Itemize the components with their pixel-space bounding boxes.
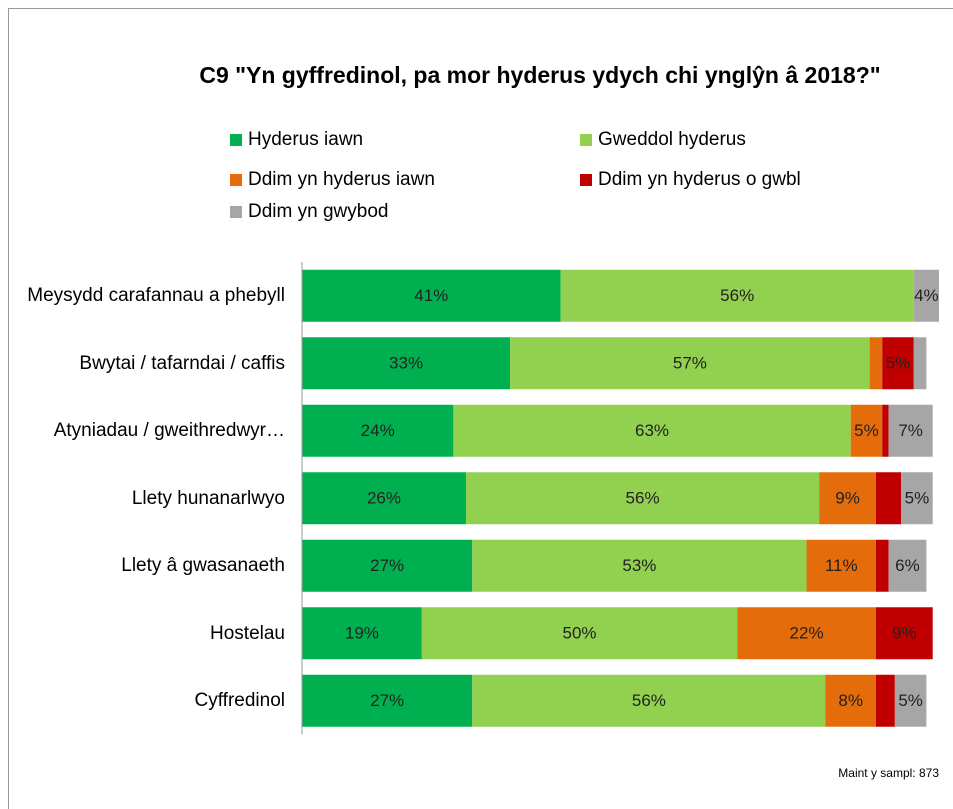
category-label: Llety â gwasanaeth xyxy=(10,541,285,591)
legend-item: Ddim yn gwybod xyxy=(230,201,388,223)
legend-item: Ddim yn hyderus iawn xyxy=(230,169,435,191)
bar-segment xyxy=(888,404,933,457)
bar-segment xyxy=(888,539,927,592)
data-label: 33% xyxy=(389,354,423,373)
legend-label: Ddim yn hyderus iawn xyxy=(248,169,435,190)
plot: 41% 56% 4% 33% 57% 5% 24% 63% 5% 7% 26% 56% 9% 5% 27% 5… xyxy=(301,262,939,735)
data-label: 27% xyxy=(370,556,404,575)
legend-label: Gweddol hyderus xyxy=(598,129,746,150)
bar-segment xyxy=(850,404,883,457)
category-label: Cyffredinol xyxy=(10,676,285,726)
data-label: 7% xyxy=(898,421,923,440)
data-label: 22% xyxy=(790,624,824,643)
category-text: Llety hunanarlwyo xyxy=(131,487,285,509)
bar-segment xyxy=(560,269,914,322)
data-label: 27% xyxy=(370,691,404,710)
bar-segment xyxy=(913,269,939,322)
bar-segment xyxy=(875,674,895,727)
category-text: Atyniadau / gweithredwyr… xyxy=(53,420,285,442)
bar-segment xyxy=(510,337,870,390)
data-label: 5% xyxy=(854,421,879,440)
legend-swatch xyxy=(230,206,242,218)
data-label: 9% xyxy=(892,624,917,643)
category-label: Meysydd carafannau a phebyll xyxy=(10,271,285,321)
legend-swatch xyxy=(580,134,592,146)
category-text: Llety â gwasanaeth xyxy=(121,555,285,577)
legend-swatch xyxy=(580,174,592,186)
page: {"chart_data": {"type": "stacked-bar-hor… xyxy=(8,8,953,809)
bar-segment xyxy=(302,404,454,457)
bar-segment xyxy=(875,472,902,525)
bar-segment xyxy=(302,674,473,727)
data-label: 8% xyxy=(838,691,863,710)
data-label: 24% xyxy=(361,421,395,440)
bar-segment xyxy=(737,607,876,660)
bar-segment xyxy=(875,607,933,660)
bar-segment xyxy=(869,337,883,390)
bar-segment xyxy=(894,674,927,727)
legend-label: Ddim yn hyderus o gwbl xyxy=(598,169,801,190)
bar-segment xyxy=(472,539,807,592)
data-label: 9% xyxy=(835,489,860,508)
data-label: 11% xyxy=(825,556,858,575)
bar-segment xyxy=(302,472,466,525)
bar-segment xyxy=(882,337,914,390)
legend-label: Ddim yn gwybod xyxy=(248,201,389,222)
data-label: 5% xyxy=(886,354,911,373)
bar-segment xyxy=(901,472,933,525)
data-label: 53% xyxy=(622,556,656,575)
bar-segment xyxy=(453,404,851,457)
legend-item: Gweddol hyderus xyxy=(580,129,746,151)
data-label: 50% xyxy=(562,624,596,643)
data-label: 5% xyxy=(905,489,930,508)
bar-segment xyxy=(302,607,422,660)
category-text: Meysydd carafannau a phebyll xyxy=(27,285,285,307)
bar-segment xyxy=(882,404,889,457)
data-label: 41% xyxy=(414,286,448,305)
data-label: 6% xyxy=(895,556,920,575)
bar-segment xyxy=(302,539,473,592)
bar-segment xyxy=(806,539,876,592)
category-label: Llety hunanarlwyo xyxy=(10,473,285,523)
legend-swatch xyxy=(230,174,242,186)
category-text: Cyffredinol xyxy=(194,690,285,712)
bar-segment xyxy=(421,607,738,660)
data-label: 19% xyxy=(345,624,379,643)
data-label: 4% xyxy=(914,286,939,305)
bar-segment xyxy=(819,472,876,525)
bar-segment xyxy=(913,337,927,390)
category-text: Bwytai / tafarndai / caffis xyxy=(79,352,285,374)
legend-item: Ddim yn hyderus o gwbl xyxy=(580,169,801,191)
data-label: 57% xyxy=(673,354,707,373)
data-label: 5% xyxy=(898,691,923,710)
bar-segment xyxy=(302,269,561,322)
legend-item: Hyderus iawn xyxy=(230,129,363,151)
category-label: Atyniadau / gweithredwyr… xyxy=(10,406,285,456)
bar-segment xyxy=(825,674,876,727)
legend-swatch xyxy=(230,134,242,146)
chart-title: C9 "Yn gyffredinol, pa mor hyderus ydych… xyxy=(199,62,881,88)
data-label: 56% xyxy=(632,691,666,710)
sample-note: Maint y sampl: 873 xyxy=(838,766,939,780)
bar-segment xyxy=(465,472,820,525)
category-text: Hostelau xyxy=(210,622,285,644)
data-label: 56% xyxy=(720,286,754,305)
frame xyxy=(8,8,953,809)
data-label: 56% xyxy=(626,489,660,508)
bar-segment xyxy=(302,337,511,390)
bar-segment xyxy=(472,674,826,727)
data-label: 63% xyxy=(635,421,669,440)
legend-label: Hyderus iawn xyxy=(248,129,364,150)
data-label: 26% xyxy=(367,489,401,508)
category-label: Bwytai / tafarndai / caffis xyxy=(10,338,285,388)
bar-segment xyxy=(875,539,889,592)
category-label: Hostelau xyxy=(10,608,285,658)
